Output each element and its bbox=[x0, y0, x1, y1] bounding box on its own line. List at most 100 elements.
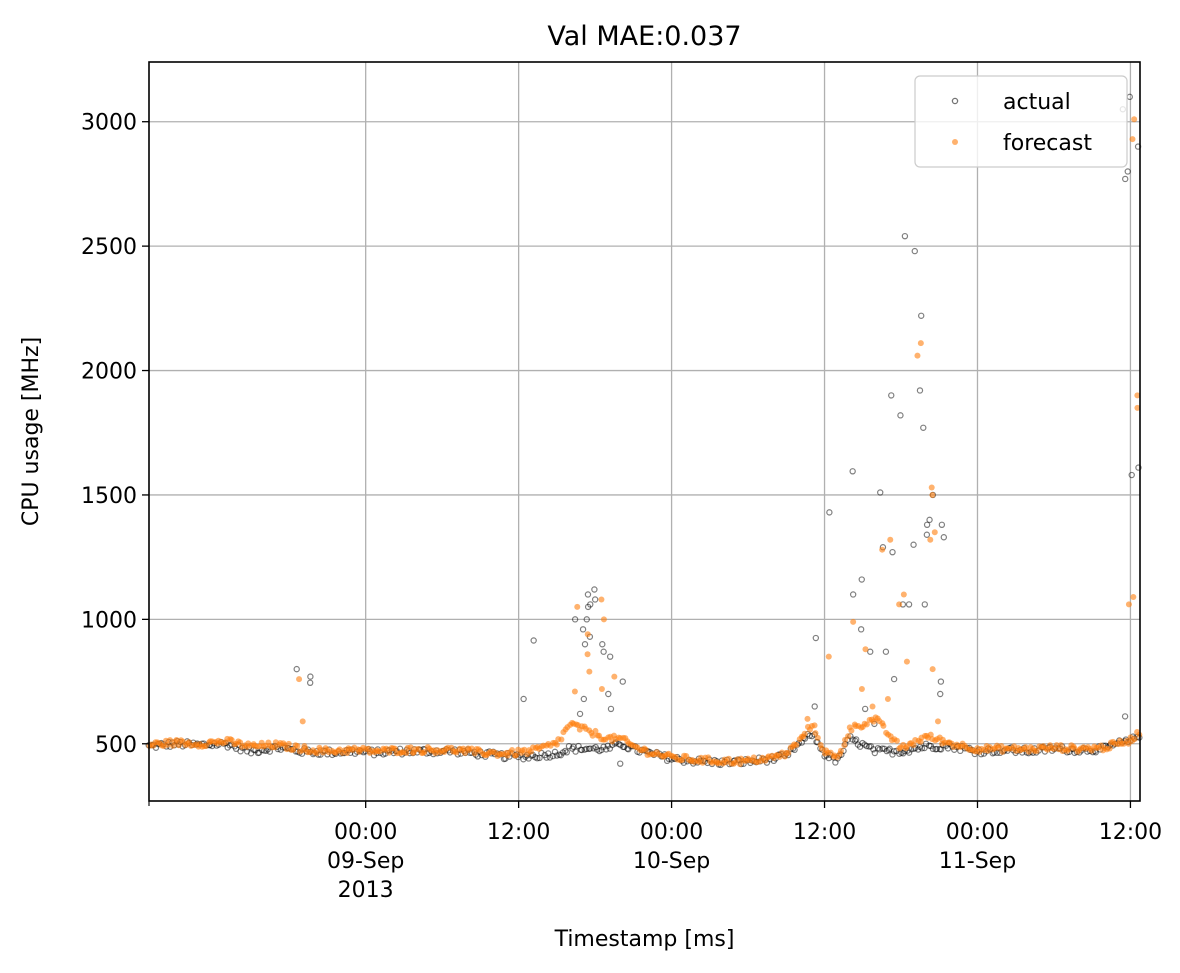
x-tick-label: 09-Sep bbox=[327, 849, 404, 874]
point-forecast bbox=[600, 616, 607, 623]
point-forecast bbox=[862, 646, 869, 653]
x-tick-label: 12:00 bbox=[1099, 820, 1162, 845]
point-forecast bbox=[879, 546, 886, 553]
point-actual bbox=[918, 745, 926, 752]
point-actual bbox=[563, 749, 571, 756]
point-actual bbox=[534, 755, 541, 762]
point-forecast bbox=[931, 529, 938, 536]
point-actual bbox=[600, 648, 607, 655]
point-actual bbox=[811, 703, 818, 710]
point-forecast bbox=[814, 734, 821, 741]
legend: actual forecast bbox=[914, 75, 1128, 168]
point-actual bbox=[918, 312, 925, 319]
y-tick-label: 500 bbox=[95, 733, 137, 758]
point-actual bbox=[938, 521, 946, 529]
point-forecast bbox=[917, 340, 924, 347]
point-actual bbox=[867, 648, 874, 655]
point-actual bbox=[920, 424, 927, 431]
point-forecast bbox=[453, 749, 460, 756]
point-actual bbox=[606, 653, 614, 660]
plot-frame bbox=[148, 61, 1141, 802]
point-actual bbox=[858, 576, 865, 583]
point-actual bbox=[1121, 713, 1129, 720]
point-forecast bbox=[1134, 404, 1141, 411]
point-actual bbox=[584, 603, 592, 611]
x-tick-label: 00:00 bbox=[334, 820, 397, 845]
y-tick-label: 1500 bbox=[81, 484, 137, 509]
point-forecast bbox=[642, 746, 649, 753]
point-actual bbox=[933, 745, 940, 753]
point-forecast bbox=[571, 688, 578, 695]
point-forecast bbox=[698, 754, 705, 761]
point-actual bbox=[921, 601, 928, 608]
point-forecast bbox=[509, 746, 516, 753]
legend-label-forecast: forecast bbox=[1003, 131, 1092, 156]
point-actual bbox=[849, 468, 856, 475]
x-tick-label: 12:00 bbox=[487, 820, 550, 845]
point-forecast bbox=[725, 755, 732, 762]
point-forecast bbox=[801, 730, 808, 737]
point-forecast bbox=[750, 754, 757, 761]
point-forecast bbox=[804, 715, 811, 722]
point-actual bbox=[306, 679, 314, 687]
point-forecast bbox=[785, 749, 792, 756]
point-actual bbox=[581, 641, 589, 648]
point-actual bbox=[607, 705, 615, 713]
point-forecast bbox=[521, 746, 528, 753]
point-forecast bbox=[598, 596, 605, 603]
point-actual bbox=[307, 673, 314, 680]
point-actual bbox=[586, 745, 594, 752]
point-forecast bbox=[421, 749, 428, 756]
point-forecast bbox=[1106, 745, 1113, 752]
point-forecast bbox=[574, 603, 581, 610]
x-tick-label: 00:00 bbox=[640, 820, 703, 845]
point-actual bbox=[926, 516, 933, 524]
point-forecast bbox=[586, 668, 593, 675]
point-forecast bbox=[553, 741, 560, 748]
y-tick-label: 1000 bbox=[81, 608, 137, 633]
point-actual bbox=[889, 548, 896, 556]
point-actual bbox=[583, 745, 590, 753]
point-actual bbox=[890, 748, 898, 755]
y-axis-label: CPU usage [MHz] bbox=[19, 337, 44, 526]
x-tick-label: 12:00 bbox=[793, 820, 856, 845]
point-actual bbox=[905, 601, 913, 608]
point-forecast bbox=[858, 686, 865, 693]
point-actual bbox=[890, 675, 898, 683]
chart-title: Val MAE:0.037 bbox=[547, 21, 741, 52]
point-forecast bbox=[1131, 116, 1138, 123]
point-forecast bbox=[294, 743, 301, 750]
data-points bbox=[145, 93, 1143, 769]
legend-label-actual: actual bbox=[1003, 90, 1071, 115]
point-actual bbox=[603, 746, 610, 753]
point-forecast bbox=[462, 750, 469, 757]
y-tick-label: 3000 bbox=[81, 111, 137, 136]
point-forecast bbox=[558, 736, 565, 743]
point-forecast bbox=[584, 651, 591, 658]
point-actual bbox=[871, 749, 879, 757]
point-forecast bbox=[848, 727, 855, 734]
x-axis-label: Timestamp [ms] bbox=[554, 927, 735, 952]
point-forecast bbox=[896, 601, 903, 608]
point-forecast bbox=[1129, 136, 1136, 143]
point-forecast bbox=[598, 686, 605, 693]
point-forecast bbox=[903, 658, 910, 665]
point-forecast bbox=[166, 737, 173, 744]
x-tick-label: 11-Sep bbox=[939, 849, 1016, 874]
point-actual bbox=[937, 690, 944, 698]
point-actual bbox=[826, 509, 833, 516]
point-forecast bbox=[825, 653, 832, 660]
point-forecast bbox=[283, 746, 290, 753]
point-actual bbox=[571, 616, 579, 623]
point-actual bbox=[916, 387, 924, 394]
point-actual bbox=[889, 751, 896, 758]
point-forecast bbox=[934, 718, 941, 725]
y-tick-label: 2000 bbox=[81, 360, 137, 385]
point-forecast bbox=[869, 703, 876, 710]
point-actual bbox=[579, 626, 587, 633]
point-forecast bbox=[175, 742, 182, 749]
point-forecast bbox=[1125, 601, 1132, 608]
point-actual bbox=[882, 648, 890, 655]
point-forecast bbox=[929, 491, 936, 498]
point-actual bbox=[863, 742, 870, 750]
